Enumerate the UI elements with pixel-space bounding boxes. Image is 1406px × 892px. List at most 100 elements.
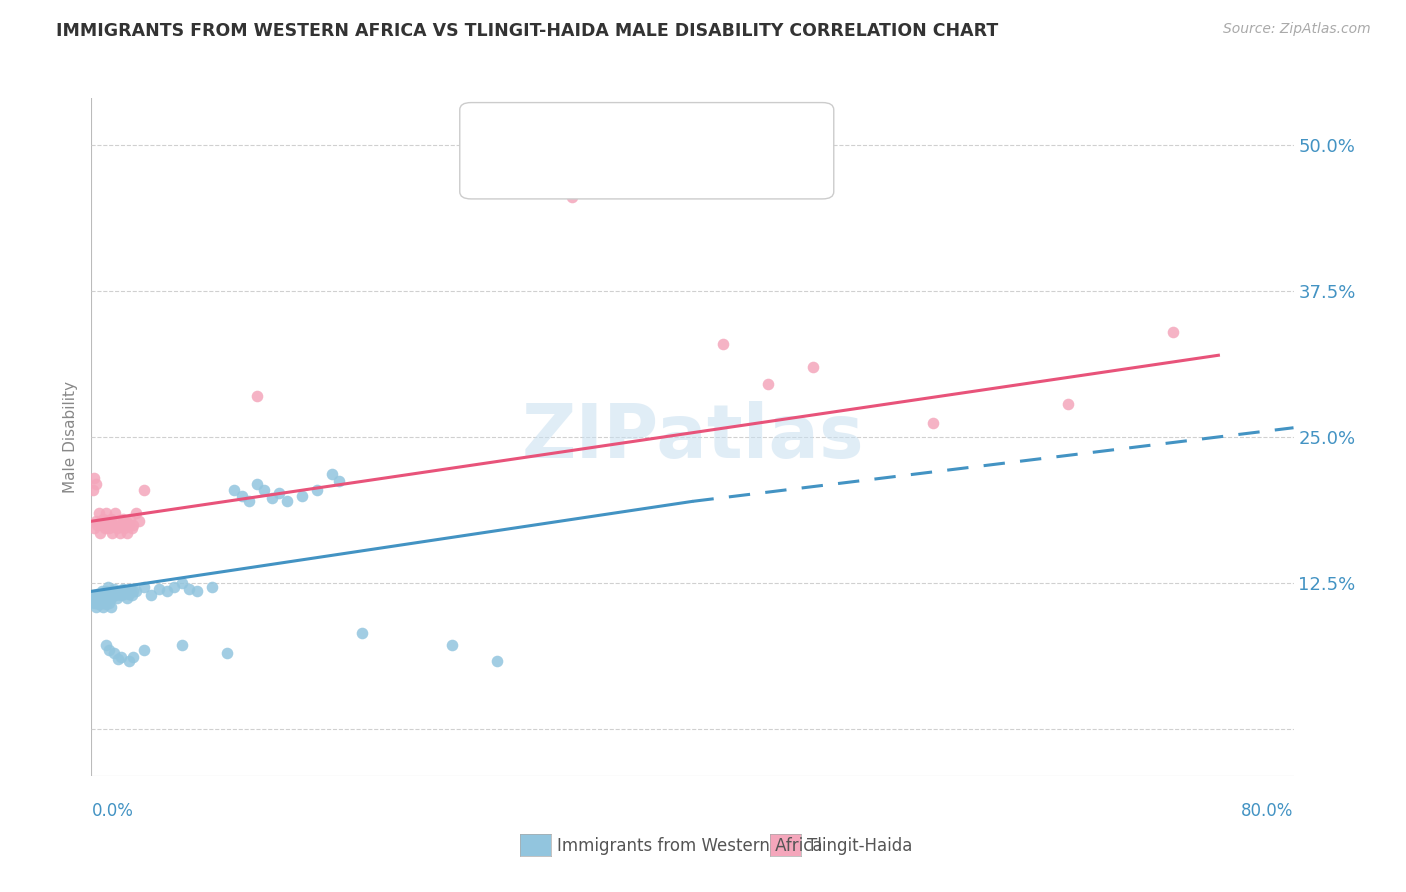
Point bbox=[122, 649, 145, 664]
Point bbox=[82, 588, 104, 602]
Point bbox=[101, 525, 124, 540]
Point bbox=[84, 514, 107, 528]
Point bbox=[84, 476, 107, 491]
Point bbox=[110, 588, 132, 602]
Point bbox=[103, 517, 125, 532]
Point bbox=[104, 588, 127, 602]
Point bbox=[276, 494, 298, 508]
Point bbox=[186, 584, 208, 599]
Point bbox=[922, 416, 945, 430]
Point bbox=[163, 580, 186, 594]
Point bbox=[110, 649, 132, 664]
Point bbox=[155, 584, 177, 599]
Point bbox=[107, 652, 129, 666]
Point bbox=[115, 584, 138, 599]
Point bbox=[253, 483, 276, 497]
Point bbox=[118, 587, 141, 601]
Point bbox=[111, 512, 134, 526]
Point bbox=[224, 483, 246, 497]
Point bbox=[561, 190, 583, 204]
Text: IMMIGRANTS FROM WESTERN AFRICA VS TLINGIT-HAIDA MALE DISABILITY CORRELATION CHAR: IMMIGRANTS FROM WESTERN AFRICA VS TLINGI… bbox=[56, 22, 998, 40]
Point bbox=[94, 591, 117, 606]
Point bbox=[93, 599, 115, 614]
Point bbox=[238, 494, 260, 508]
Point bbox=[98, 587, 121, 601]
Point bbox=[87, 597, 110, 611]
Point bbox=[96, 506, 118, 520]
Point bbox=[711, 336, 734, 351]
Point bbox=[98, 521, 121, 535]
Point bbox=[1161, 325, 1184, 339]
Point bbox=[120, 512, 142, 526]
Point bbox=[103, 646, 125, 660]
Point bbox=[108, 584, 131, 599]
Point bbox=[215, 646, 238, 660]
Point bbox=[98, 596, 121, 610]
Point bbox=[231, 489, 253, 503]
Point bbox=[93, 512, 115, 526]
Y-axis label: Male Disability: Male Disability bbox=[63, 381, 79, 493]
Point bbox=[110, 517, 132, 532]
Point bbox=[87, 506, 110, 520]
Point bbox=[132, 483, 155, 497]
Point bbox=[83, 521, 105, 535]
Point bbox=[86, 517, 108, 532]
Text: Source: ZipAtlas.com: Source: ZipAtlas.com bbox=[1223, 22, 1371, 37]
Point bbox=[97, 591, 120, 606]
Point bbox=[83, 591, 105, 606]
Point bbox=[121, 588, 143, 602]
Point bbox=[89, 593, 111, 607]
Point bbox=[104, 506, 127, 520]
Point bbox=[111, 582, 134, 596]
Point bbox=[96, 584, 118, 599]
Point bbox=[122, 517, 145, 532]
Point bbox=[86, 587, 108, 601]
Point bbox=[305, 483, 328, 497]
Point bbox=[118, 517, 141, 532]
Point bbox=[107, 587, 129, 601]
Point bbox=[269, 486, 291, 500]
Text: 0.0%: 0.0% bbox=[91, 802, 134, 820]
Text: R = 0.278   N = 73: R = 0.278 N = 73 bbox=[527, 125, 697, 143]
Point bbox=[756, 377, 779, 392]
Point bbox=[115, 514, 138, 528]
Point bbox=[83, 596, 105, 610]
Point bbox=[120, 582, 142, 596]
Point bbox=[90, 584, 112, 599]
Point bbox=[170, 576, 193, 591]
Point bbox=[84, 596, 107, 610]
Point bbox=[246, 389, 269, 403]
Point bbox=[107, 514, 129, 528]
Point bbox=[89, 591, 111, 606]
Point bbox=[486, 655, 509, 669]
Point bbox=[801, 359, 824, 374]
Point bbox=[321, 467, 343, 482]
Text: R = 0.504   N = 41: R = 0.504 N = 41 bbox=[527, 163, 697, 182]
Point bbox=[328, 475, 350, 489]
Point bbox=[97, 580, 120, 594]
Point bbox=[118, 655, 141, 669]
Point bbox=[90, 517, 112, 532]
Point bbox=[128, 514, 150, 528]
Point bbox=[201, 580, 224, 594]
Text: 80.0%: 80.0% bbox=[1241, 802, 1294, 820]
Point bbox=[94, 593, 117, 607]
Point bbox=[87, 591, 110, 605]
Point bbox=[108, 525, 131, 540]
Point bbox=[101, 584, 124, 599]
Point bbox=[177, 582, 200, 596]
Point bbox=[89, 525, 111, 540]
Point bbox=[125, 584, 148, 599]
Point bbox=[97, 514, 120, 528]
Point bbox=[141, 588, 163, 602]
Point bbox=[90, 596, 112, 610]
Point bbox=[86, 593, 108, 607]
Point bbox=[82, 483, 104, 497]
Point bbox=[96, 597, 118, 611]
Point bbox=[100, 599, 122, 614]
Point bbox=[125, 506, 148, 520]
Point bbox=[148, 582, 170, 596]
Point bbox=[132, 642, 155, 657]
Point bbox=[170, 638, 193, 652]
Point bbox=[93, 588, 115, 602]
